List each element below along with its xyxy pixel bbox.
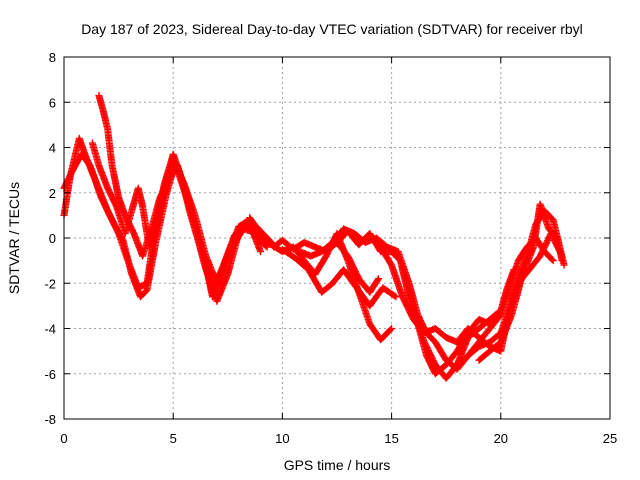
y-tick-label: 4 [49,141,56,156]
series-sat-track-13 [475,200,566,364]
y-tick-label: -8 [44,412,56,427]
series-markers [475,200,566,364]
chart-title: Day 187 of 2023, Sidereal Day-to-day VTE… [81,21,583,37]
y-axis-label: SDTVAR / TECUs [6,182,22,294]
series-sat-track-6 [270,236,382,296]
y-tick-label: 8 [49,50,56,65]
data-points [60,92,568,382]
y-tick-label: 2 [49,186,56,201]
y-tick-label: -4 [44,322,56,337]
x-axis-label: GPS time / hours [284,457,391,473]
series-sat-track-7 [278,245,400,310]
x-tick-label: 10 [275,431,289,446]
series-sat-track-1 [60,134,271,296]
series-markers [270,236,382,296]
y-tick-label: 0 [49,231,56,246]
y-tick-label: -2 [44,276,56,291]
y-axis-ticks: -8 -6 -4 -2 0 2 4 6 8 [44,50,610,427]
x-tick-label: 0 [60,431,67,446]
x-tick-label: 20 [494,431,508,446]
y-tick-label: -6 [44,367,56,382]
series-markers [60,134,271,296]
x-tick-label: 15 [384,431,398,446]
x-tick-label: 25 [603,431,617,446]
series-sat-track-4 [88,139,275,287]
x-axis-ticks: 0 5 10 15 20 25 [60,57,617,446]
y-tick-label: 6 [49,95,56,110]
x-tick-label: 5 [170,431,177,446]
series-markers [278,245,400,310]
series-markers [88,139,275,287]
series-sat-track-3 [95,92,267,301]
series-markers [95,92,267,301]
